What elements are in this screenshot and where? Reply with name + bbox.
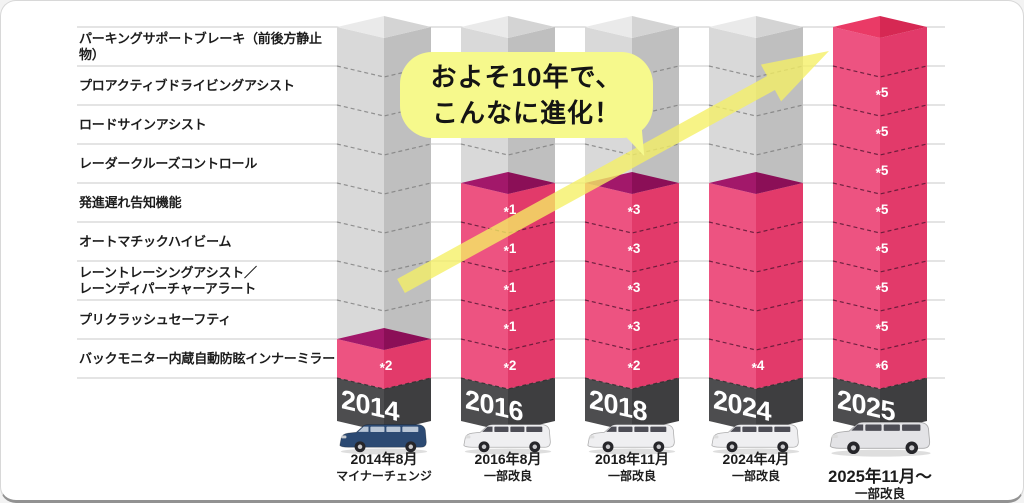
feature-label-9: バックモニター内蔵自動防眩インナーミラー: [79, 350, 336, 366]
footnote-mark-2018-row7: *3: [628, 280, 641, 298]
column-2025: 2025 *5 *5 *5 *5 *5 *5 *5 *6 2025年11月〜一部改良: [828, 16, 932, 501]
year-pedestal-2025: 2025: [832, 377, 928, 432]
footnote-mark-2025-row8: *5: [876, 319, 889, 337]
footnote-mark-2016-row7: *1: [504, 280, 517, 298]
feature-label-3: ロードサインアシスト: [79, 116, 207, 132]
pink-column-2014: [337, 328, 431, 389]
feature-label-7: レーントレーシングアシスト／ レーンディパーチャーアラート: [79, 264, 257, 296]
caption-date-2018: 2018年11月: [595, 451, 669, 467]
caption-date-2014: 2014年8月: [351, 451, 418, 467]
pink-column-2025: [832, 16, 928, 389]
footnote-mark-2025-row4: *5: [876, 163, 889, 181]
year-pedestal-2014: 2014: [336, 377, 432, 432]
caption-type-2016: 一部改良: [484, 468, 532, 483]
footnote-mark-2016-row9: *2: [504, 358, 517, 376]
caption-date-2025: 2025年11月〜: [828, 466, 932, 486]
car-illustration-2016: [463, 424, 552, 455]
footnote-mark-2025-row7: *5: [876, 280, 889, 298]
footnote-mark-2018-row8: *3: [628, 319, 641, 337]
footnote-mark-2025-row3: *5: [876, 124, 889, 142]
headline-speech-bubble: およそ10年で、 こんなに進化！: [400, 52, 653, 138]
caption-type-2024: 一部改良: [732, 468, 780, 483]
caption-2025: 2025年11月〜一部改良: [828, 466, 932, 501]
footnote-mark-2016-row5: *1: [504, 202, 517, 220]
footnote-mark-2024-row9: *4: [752, 358, 765, 376]
car-illustration-2024: [711, 424, 800, 455]
feature-label-2: プロアクティブドライビングアシスト: [79, 77, 295, 93]
footnote-mark-2025-row2: *5: [876, 85, 889, 103]
footnote-mark-2016-row8: *1: [504, 319, 517, 337]
year-pedestal-2024: 2024: [708, 377, 804, 432]
car-illustration-2018: [587, 424, 676, 455]
feature-label-4: レーダークルーズコントロール: [79, 155, 258, 171]
feature-label-8: プリクラッシュセーフティ: [79, 311, 232, 327]
footnote-mark-2025-row9: *6: [876, 358, 889, 376]
pink-column-2018: [584, 172, 680, 389]
caption-date-2016: 2016年8月: [475, 451, 542, 467]
caption-date-2024: 2024年4月: [723, 451, 790, 467]
footnote-mark-2025-row6: *5: [876, 241, 889, 259]
feature-label-5: 発進遅れ告知機能: [79, 194, 182, 210]
caption-type-2018: 一部改良: [608, 468, 656, 483]
footnote-mark-2014-row9: *2: [380, 358, 393, 376]
footnote-mark-2018-row5: *3: [628, 202, 641, 220]
footnote-mark-2016-row6: *1: [504, 241, 517, 259]
bubble-line-1: およそ10年で、: [430, 62, 623, 92]
car-illustration-2025: [829, 421, 931, 457]
year-pedestal-2018: 2018: [584, 377, 680, 432]
feature-label-6: オートマチックハイビーム: [79, 233, 232, 249]
year-pedestal-2016: 2016: [460, 377, 556, 432]
growth-arrow-icon: [397, 51, 829, 293]
footnote-mark-2025-row5: *5: [876, 202, 889, 220]
bubble-line-2: こんなに進化！: [431, 98, 621, 128]
feature-label-1: パーキングサポートブレーキ（前後方静止物）: [79, 30, 322, 62]
footnote-mark-2018-row6: *3: [628, 241, 641, 259]
footnote-mark-2018-row9: *2: [628, 358, 641, 376]
car-illustration-2014: [339, 424, 428, 455]
pink-column-2024: [708, 172, 804, 389]
feature-label-list: パーキングサポートブレーキ（前後方静止物） プロアクティブドライビングアシスト ロー…: [1, 1, 341, 421]
caption-type-2025: 一部改良: [855, 486, 906, 501]
caption-type-2014: マイナーチェンジ: [336, 469, 432, 483]
